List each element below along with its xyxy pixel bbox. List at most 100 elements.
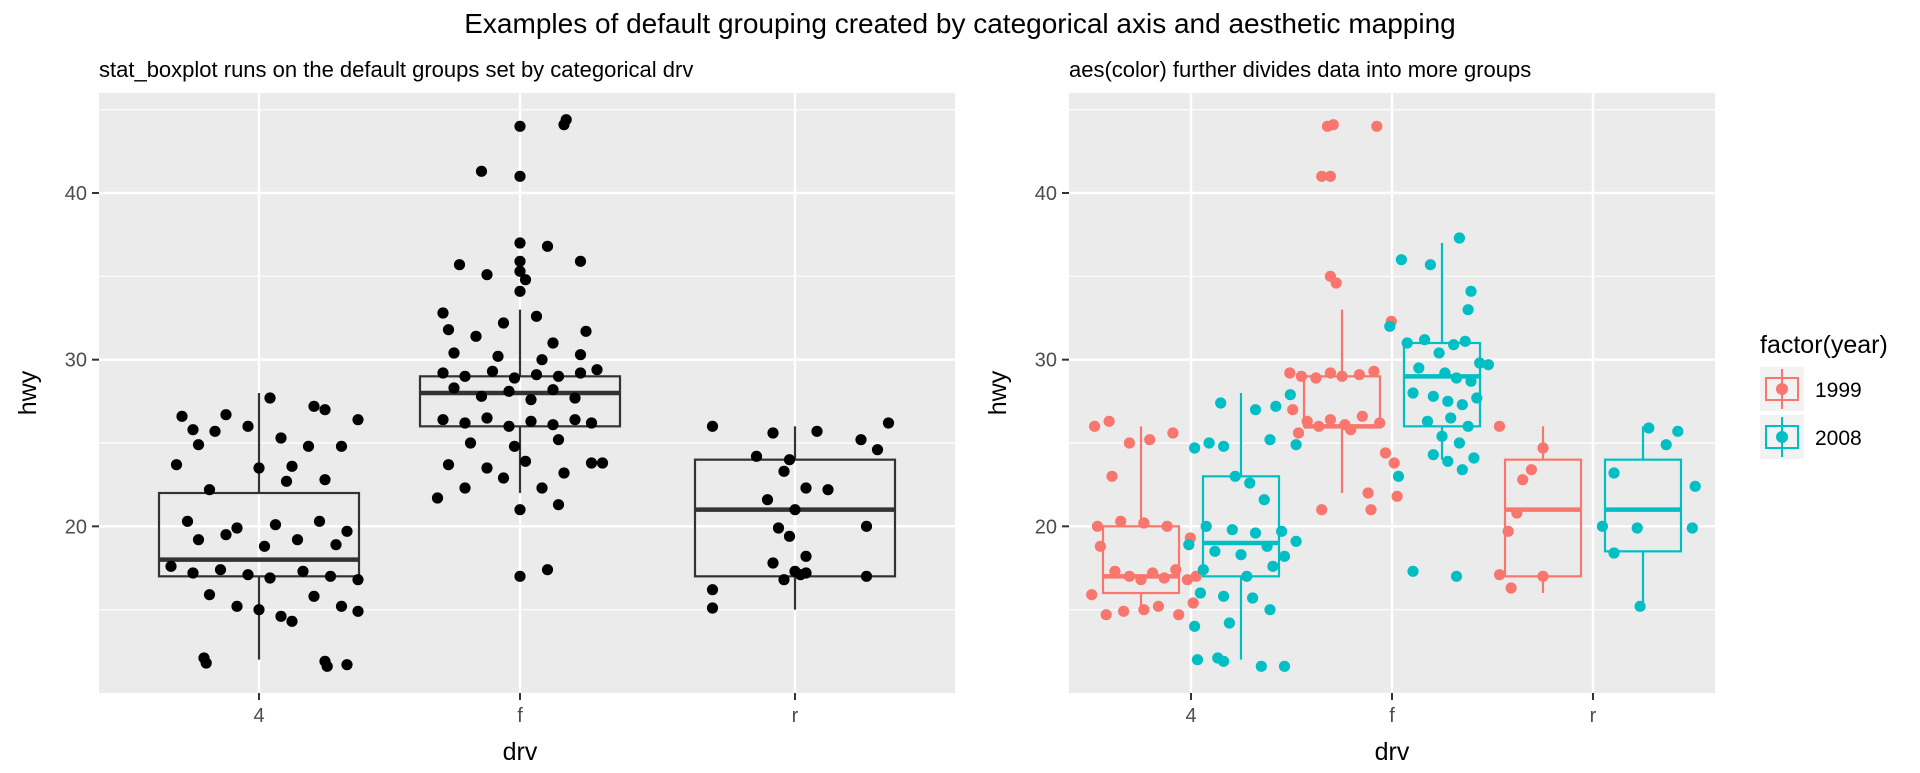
data-point: [258, 540, 271, 552]
data-point: [1689, 480, 1701, 492]
data-point: [352, 414, 364, 426]
data-point: [508, 372, 521, 384]
x-tick-label: f: [517, 705, 523, 727]
data-point: [1284, 367, 1296, 379]
data-point: [1218, 440, 1230, 452]
data-point: [324, 570, 337, 582]
data-point: [1109, 565, 1121, 577]
data-point: [1278, 550, 1291, 562]
data-point: [1173, 609, 1185, 621]
data-point: [1456, 464, 1468, 476]
data-point: [497, 317, 510, 329]
data-point: [1436, 430, 1448, 442]
data-point: [1537, 570, 1549, 582]
data-point: [1313, 420, 1325, 432]
data-point: [706, 602, 719, 614]
data-point: [448, 347, 460, 359]
data-point: [1200, 520, 1212, 532]
data-point: [192, 439, 205, 451]
left-y-axis-title: hwy: [14, 370, 42, 415]
data-point: [308, 400, 320, 412]
data-point: [1261, 540, 1273, 552]
data-point: [1290, 535, 1302, 547]
data-point: [200, 657, 212, 669]
data-point: [475, 165, 488, 177]
data-point: [750, 450, 763, 462]
data-point: [176, 410, 188, 422]
data-point: [442, 459, 455, 471]
x-tick-label: r: [792, 705, 799, 727]
data-point: [308, 590, 320, 602]
data-point: [1152, 600, 1164, 612]
data-point: [486, 365, 499, 377]
data-point: [811, 425, 823, 437]
data-point: [313, 515, 326, 527]
data-point: [1284, 389, 1296, 401]
data-point: [481, 412, 493, 424]
data-point: [220, 529, 232, 541]
data-point: [1249, 404, 1262, 416]
y-tick-label: 20: [1035, 516, 1057, 538]
data-point: [242, 569, 254, 581]
data-point: [1401, 337, 1413, 349]
data-point: [596, 457, 609, 469]
data-point: [1433, 347, 1445, 359]
data-point: [319, 474, 331, 486]
data-point: [321, 660, 333, 672]
data-point: [459, 417, 471, 429]
data-point: [1292, 427, 1305, 439]
data-point: [761, 494, 774, 506]
data-point: [1191, 654, 1204, 666]
data-point: [297, 565, 309, 577]
data-point: [525, 394, 537, 406]
data-point: [1442, 455, 1454, 467]
data-point: [453, 259, 466, 271]
data-point: [335, 440, 348, 452]
data-point: [1144, 434, 1156, 446]
data-point: [1138, 604, 1150, 616]
data-point: [1215, 397, 1227, 409]
data-point: [1316, 504, 1328, 516]
box-iqr: [1402, 341, 1482, 428]
data-point: [1197, 564, 1209, 576]
data-point: [1187, 597, 1199, 609]
data-point: [1094, 540, 1106, 552]
data-point: [1462, 420, 1474, 432]
data-point: [569, 392, 581, 404]
data-point: [1419, 334, 1431, 346]
data-point: [1167, 427, 1179, 439]
data-point: [1276, 525, 1288, 537]
data-point: [1439, 367, 1451, 379]
data-point: [1089, 420, 1101, 432]
data-point: [1660, 439, 1672, 451]
data-point: [1672, 425, 1684, 437]
x-tick-label: f: [1389, 705, 1395, 727]
data-point: [1474, 357, 1486, 369]
data-point: [1345, 424, 1357, 436]
data-point: [1384, 320, 1396, 332]
data-point: [437, 367, 449, 379]
data-point: [448, 382, 460, 394]
data-point: [1427, 390, 1439, 402]
data-point: [1086, 589, 1098, 601]
left-axes: 20 30 40 4 f r: [65, 183, 799, 727]
data-point: [1450, 372, 1463, 384]
y-tick-label: 20: [65, 516, 87, 538]
data-point: [286, 460, 298, 472]
data-point: [514, 170, 526, 182]
data-point: [1365, 504, 1377, 516]
data-point: [1453, 437, 1465, 449]
data-point: [1324, 367, 1336, 379]
data-point: [1448, 339, 1460, 351]
legend-label: 1999: [1815, 379, 1862, 402]
data-point: [1374, 417, 1386, 429]
data-point: [352, 605, 364, 617]
data-point: [459, 482, 471, 494]
data-point: [280, 475, 293, 487]
data-point: [1247, 592, 1259, 604]
data-point: [514, 237, 526, 249]
data-point: [1194, 587, 1206, 599]
x-tick-label: r: [1590, 705, 1597, 727]
data-point: [459, 370, 471, 382]
data-point: [1189, 620, 1201, 632]
